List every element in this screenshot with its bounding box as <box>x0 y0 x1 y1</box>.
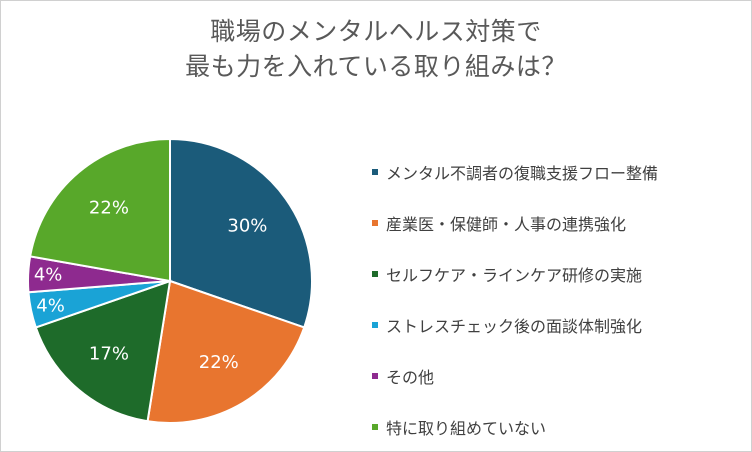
legend-item: ストレスチェック後の面談体制強化 <box>372 299 658 350</box>
legend-label: 産業医・保健師・人事の連携強化 <box>386 214 627 234</box>
slice-label: 22% <box>199 352 239 373</box>
pie-slice <box>28 137 171 283</box>
slice-label: 22% <box>89 198 129 219</box>
pie-slice <box>169 137 313 329</box>
legend-label: 特に取り組めていない <box>386 418 547 438</box>
chart-title-line-1: 職場のメンタルヘルス対策で <box>210 17 542 46</box>
chart-title: 職場のメンタルヘルス対策で 最も力を入れている取り組みは？ <box>0 14 752 84</box>
slice-label: 4% <box>36 295 65 316</box>
slice-label: 17% <box>89 343 129 364</box>
slice-label: 30% <box>227 215 267 236</box>
legend-swatch <box>372 372 378 379</box>
legend-item: メンタル不調者の復職支援フロー整備 <box>372 146 658 197</box>
legend-swatch <box>372 168 378 175</box>
legend-swatch <box>372 423 378 430</box>
slice-label: 4% <box>34 265 63 286</box>
legend-swatch <box>372 321 378 328</box>
legend-label: ストレスチェック後の面談体制強化 <box>386 316 643 336</box>
legend-item: 産業医・保健師・人事の連携強化 <box>372 197 658 248</box>
legend-item: 特に取り組めていない <box>372 401 658 452</box>
pie-slice <box>146 279 306 424</box>
chart-legend: メンタル不調者の復職支援フロー整備 産業医・保健師・人事の連携強化 セルフケア・… <box>372 146 658 452</box>
legend-label: セルフケア・ラインケア研修の実施 <box>386 265 643 285</box>
legend-item: セルフケア・ラインケア研修の実施 <box>372 248 658 299</box>
legend-swatch <box>372 219 378 226</box>
legend-label: その他 <box>386 367 435 387</box>
legend-label: メンタル不調者の復職支援フロー整備 <box>386 163 659 183</box>
legend-item: その他 <box>372 350 658 401</box>
legend-swatch <box>372 270 378 277</box>
chart-title-line-2: 最も力を入れている取り組みは？ <box>185 52 567 81</box>
